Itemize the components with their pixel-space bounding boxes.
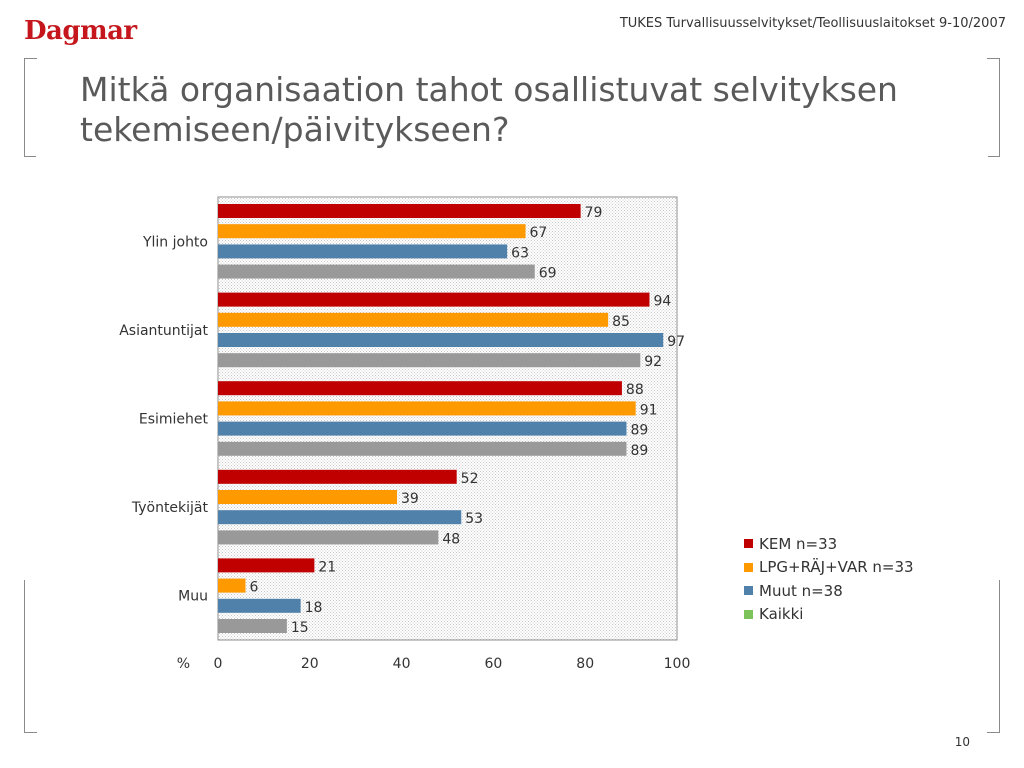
x-tick-label: 40 — [393, 656, 411, 672]
legend-label: Muut n=38 — [759, 581, 843, 600]
data-label: 52 — [461, 471, 479, 487]
legend-swatch — [744, 539, 753, 549]
bar — [218, 292, 650, 307]
data-label: 21 — [318, 559, 336, 575]
legend-swatch — [744, 562, 753, 572]
data-label: 79 — [585, 205, 603, 221]
legend-item: Muut n=38 — [744, 579, 914, 603]
chart-legend: KEM n=33 LPG+RÄJ+VAR n=33 Muut n=38 Kaikki — [744, 532, 914, 626]
data-label: 39 — [401, 491, 419, 507]
source-caption: TUKES Turvallisuusselvitykset/Teollisuus… — [619, 16, 1006, 31]
bar — [218, 578, 246, 593]
bar — [218, 510, 462, 525]
data-label: 89 — [631, 423, 649, 439]
dagmar-logo: Dagmar — [24, 16, 137, 46]
bar — [218, 401, 636, 416]
bar — [218, 312, 609, 327]
legend-label: LPG+RÄJ+VAR n=33 — [759, 558, 914, 577]
data-label: 92 — [644, 354, 662, 370]
bar — [218, 619, 287, 633]
data-label: 53 — [465, 511, 483, 527]
data-label: 69 — [539, 266, 557, 282]
x-tick-label: 100 — [664, 656, 691, 672]
data-label: 91 — [640, 402, 658, 418]
category-label: Työntekijät — [131, 500, 209, 516]
slide-title: Mitkä organisaation tahot osallistuvat s… — [80, 70, 898, 149]
legend-label: Kaikki — [759, 605, 804, 624]
data-label: 94 — [653, 294, 671, 310]
data-label: 63 — [511, 245, 529, 261]
x-tick-label: 80 — [576, 656, 594, 672]
bar — [218, 421, 627, 436]
bar — [218, 558, 315, 573]
data-label: 97 — [667, 334, 685, 350]
bar — [218, 353, 641, 368]
data-label: 67 — [530, 225, 548, 241]
category-label: Esimiehet — [139, 412, 209, 428]
frame-corner-bottom-right — [987, 580, 1000, 733]
bar — [218, 381, 622, 396]
category-label: Asiantuntijat — [119, 323, 208, 339]
data-label: 15 — [291, 620, 309, 636]
bar — [218, 598, 301, 613]
bar — [218, 469, 457, 484]
bar — [218, 530, 439, 545]
bar — [218, 204, 581, 218]
frame-corner-top-left — [24, 58, 37, 157]
bar — [218, 244, 508, 259]
data-label: 6 — [250, 580, 259, 596]
data-label: 88 — [626, 382, 644, 398]
x-tick-label: 0 — [214, 656, 223, 672]
legend-swatch — [744, 609, 753, 619]
bar — [218, 490, 398, 504]
legend-item: KEM n=33 — [744, 532, 914, 556]
bar — [218, 333, 664, 347]
data-label: 18 — [305, 600, 323, 616]
legend-item: Kaikki — [744, 603, 914, 627]
data-label: 85 — [612, 314, 630, 330]
x-tick-label: 60 — [484, 656, 502, 672]
category-label: Muu — [178, 589, 208, 605]
frame-tick-left — [24, 156, 36, 157]
x-axis-unit: % — [177, 656, 190, 672]
bar — [218, 264, 535, 279]
category-label: Ylin johto — [142, 234, 208, 250]
page-number: 10 — [954, 735, 970, 749]
legend-item: LPG+RÄJ+VAR n=33 — [744, 556, 914, 580]
legend-label: KEM n=33 — [759, 534, 838, 553]
frame-tick-right — [988, 156, 1000, 157]
data-label: 89 — [631, 443, 649, 459]
bar — [218, 441, 627, 456]
frame-corner-bottom-left — [24, 580, 37, 733]
legend-swatch — [744, 586, 753, 596]
plot-area — [217, 196, 678, 641]
bar — [218, 224, 526, 239]
frame-corner-top-right — [987, 58, 1000, 157]
data-label: 48 — [442, 531, 460, 547]
x-tick-label: 20 — [301, 656, 319, 672]
